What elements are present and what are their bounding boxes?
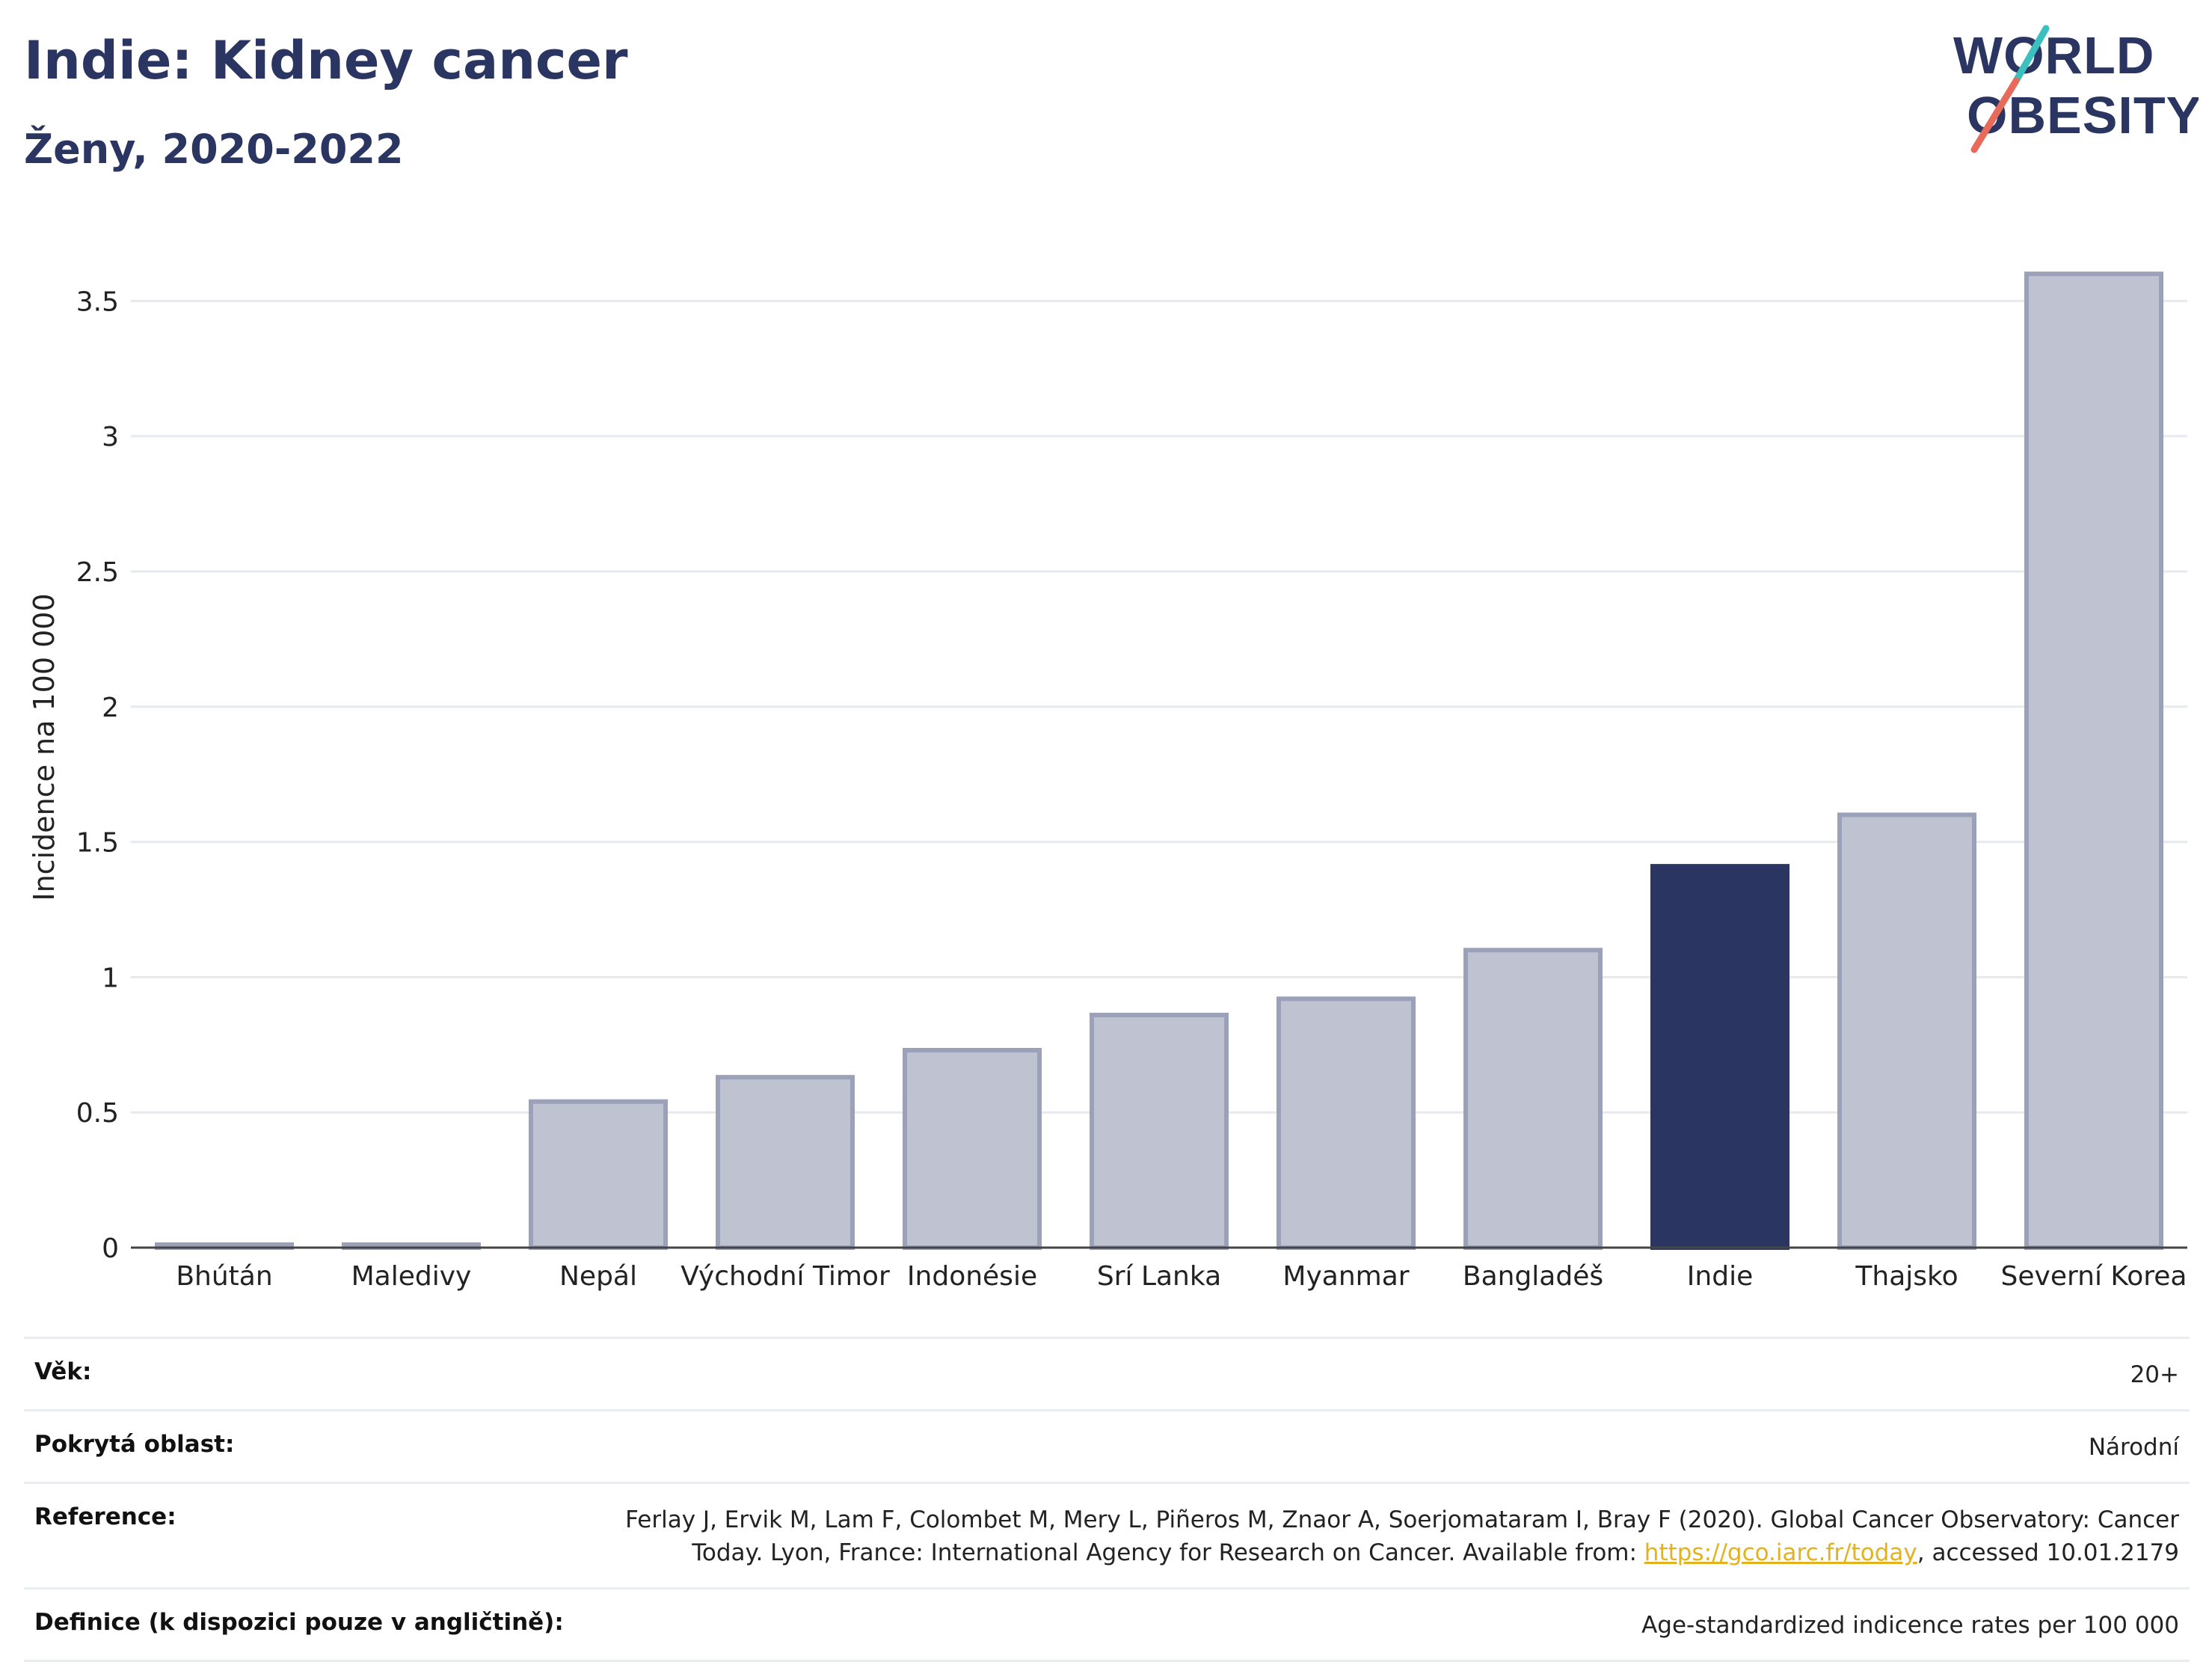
bar-3: [716, 1075, 855, 1250]
bar-6: [1276, 996, 1416, 1250]
x-tick-label: Maledivy: [351, 1261, 472, 1292]
bars: [155, 272, 2163, 1251]
x-tick-label: Bangladéš: [1463, 1261, 1603, 1292]
y-tick-label: 0: [102, 1233, 119, 1264]
x-tick-label: Myanmar: [1282, 1261, 1409, 1292]
y-tick-label: 2: [102, 693, 119, 723]
reference-value: Ferlay J, Ervik M, Lam F, Colombet M, Me…: [609, 1503, 2179, 1569]
y-axis-label: Incidence na 100 000: [28, 593, 61, 901]
definition-label: Definice (k dispozici pouze v angličtině…: [34, 1609, 564, 1636]
reference-link[interactable]: https://gco.iarc.fr/today: [1644, 1539, 1917, 1566]
info-table: Věk: 20+ Pokrytá oblast: Národní Referen…: [24, 1337, 2190, 1662]
reference-label: Reference:: [34, 1503, 176, 1530]
bar-9: [1837, 812, 1976, 1250]
x-tick-label: Nepál: [559, 1261, 637, 1292]
y-tick-label: 1: [102, 963, 119, 993]
y-tick-label: 3.5: [76, 286, 119, 317]
bar-10: [2024, 272, 2163, 1251]
x-tick-label: Indonésie: [907, 1261, 1037, 1292]
x-tick-label: Bhútán: [176, 1261, 272, 1292]
logo-slash-coral: [1970, 77, 2020, 153]
y-tick-label: 0.5: [76, 1098, 119, 1129]
bar-7: [1463, 948, 1603, 1250]
info-row-definition: Definice (k dispozici pouze v angličtině…: [24, 1587, 2190, 1662]
x-tick-label: Srí Lanka: [1097, 1261, 1221, 1292]
bar-8: [1650, 864, 1789, 1250]
x-tick-label: Východní Timor: [681, 1261, 890, 1292]
y-tick-label: 2.5: [76, 557, 119, 588]
chart-title: Indie: Kidney cancer: [24, 30, 628, 91]
definition-value: Age-standardized indicence rates per 100…: [1641, 1612, 2179, 1639]
y-tick-label: 1.5: [76, 828, 119, 859]
reference-text: Ferlay J, Ervik M, Lam F, Colombet M, Me…: [625, 1506, 2179, 1566]
info-row-age: Věk: 20+: [24, 1337, 2190, 1409]
info-row-reference: Reference: Ferlay J, Ervik M, Lam F, Col…: [24, 1482, 2190, 1587]
logo-line-1: WORLD: [1953, 26, 2154, 85]
x-tick-label: Thajsko: [1855, 1261, 1958, 1292]
bar-4: [903, 1048, 1042, 1251]
coverage-label: Pokrytá oblast:: [34, 1431, 235, 1458]
coverage-value: Národní: [2088, 1434, 2179, 1461]
bar-2: [529, 1099, 668, 1251]
x-tick-label: Indie: [1687, 1261, 1753, 1292]
reference-accessed: , accessed 10.01.2179: [1917, 1539, 2179, 1566]
age-value: 20+: [2130, 1361, 2179, 1388]
y-tick-label: 3: [102, 422, 119, 453]
x-tick-label: Severní Korea: [2001, 1261, 2187, 1292]
chart-subtitle: Ženy, 2020-2022: [24, 126, 404, 173]
bar-chart: 0 0.5 1 1.5 2 2.5 3 3.5 Bhútán Maledivy Nepál Vých…: [28, 272, 2187, 1292]
info-row-coverage: Pokrytá oblast: Národní: [24, 1409, 2190, 1482]
x-tick-labels: Bhútán Maledivy Nepál Východní Timor Indonés…: [176, 1261, 2187, 1292]
world-obesity-logo: WORLD OBESITY: [1953, 25, 2199, 153]
logo-slash-teal: [2012, 25, 2050, 85]
y-tick-labels: 0 0.5 1 1.5 2 2.5 3 3.5: [76, 286, 119, 1264]
age-label: Věk:: [34, 1358, 92, 1385]
bar-5: [1090, 1013, 1229, 1250]
